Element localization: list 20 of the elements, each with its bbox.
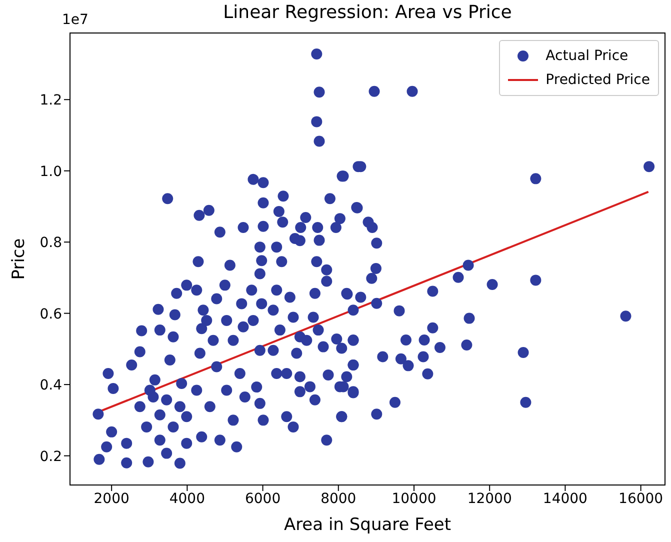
y-tick-label: 0.6 xyxy=(40,306,62,322)
x-tick-label: 4000 xyxy=(169,490,206,507)
x-tick-label: 8000 xyxy=(320,490,356,507)
legend-label: Predicted Price xyxy=(546,72,650,88)
x-tick-label: 10000 xyxy=(392,490,436,507)
x-tick-label: 16000 xyxy=(618,490,664,507)
y-tick-label: 0.8 xyxy=(40,235,62,252)
x-tick-label: 2000 xyxy=(94,490,130,507)
x-tick-label: 12000 xyxy=(467,490,512,507)
y-tick-label: 0.2 xyxy=(40,448,62,465)
chart-title: Linear Regression: Area vs Price xyxy=(223,2,512,23)
y-tick-label: 1.2 xyxy=(40,92,62,109)
y-tick-label: 1.0 xyxy=(40,164,62,180)
y-axis-title: Price xyxy=(9,238,30,280)
y-tick-label: 0.4 xyxy=(40,378,62,394)
x-tick-label: 6000 xyxy=(244,490,281,507)
x-axis-title: Area in Square Feet xyxy=(284,515,452,535)
x-tick-label: 14000 xyxy=(542,490,588,507)
text: 1e7 xyxy=(62,12,88,28)
legend-label: Actual Price xyxy=(546,48,628,64)
